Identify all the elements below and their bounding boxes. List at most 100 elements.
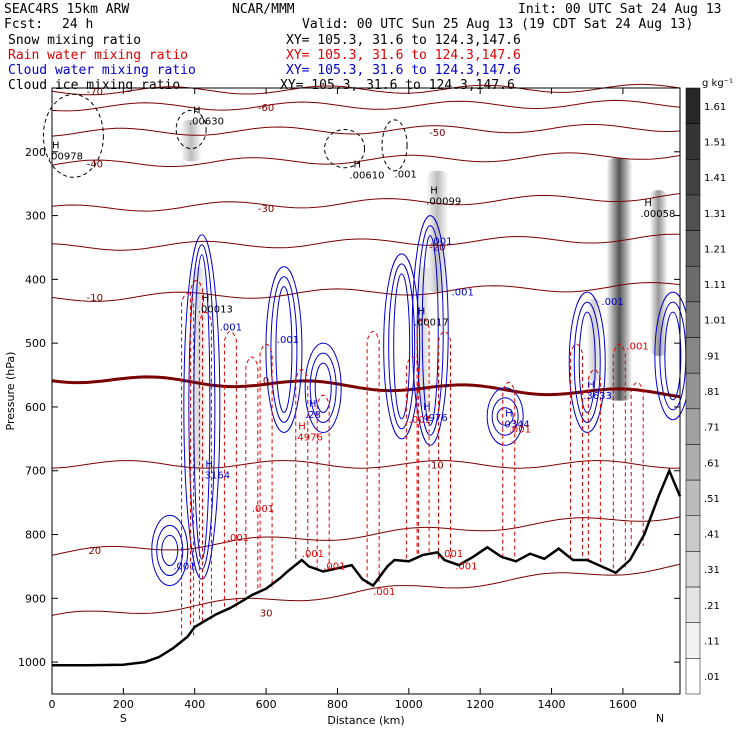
- plot-frame: [51, 87, 681, 695]
- isotherm-line: [51, 516, 681, 556]
- extremum-label: H: [505, 409, 513, 420]
- extremum-label: .001: [430, 236, 452, 247]
- rain-water-contour: [587, 369, 601, 562]
- extremum-label: H: [52, 141, 60, 152]
- colorbar-bin: [685, 337, 701, 374]
- y-tick-label: 900: [25, 592, 46, 605]
- extremum-value: .00630: [189, 117, 224, 128]
- isotherm-line: [51, 460, 681, 469]
- rain-water-contour: [316, 394, 330, 571]
- colorbar-bin: [685, 622, 701, 659]
- extremum-label: .001: [252, 504, 274, 515]
- terrain-line: [52, 467, 682, 667]
- extremum-label: H: [205, 460, 213, 471]
- x-tick-label: 0: [49, 698, 56, 711]
- cloud-water-contour: [151, 514, 189, 587]
- y-tick-label: 200: [25, 146, 46, 159]
- colorbar-label: 1.21: [704, 244, 726, 255]
- extremum-label: H: [430, 185, 438, 196]
- cloud-water-contour: [309, 352, 337, 423]
- field-name-snow: Snow mixing ratio: [8, 33, 142, 48]
- rain-water-contours: [181, 279, 644, 636]
- field-name-cloudice: Cloud ice mixing ratio: [8, 78, 181, 93]
- cloud-water-contour: [188, 244, 216, 570]
- cloud-water-contour: [659, 301, 687, 411]
- colorbar-bin: [685, 408, 701, 445]
- colorbar-label: 1.61: [704, 102, 726, 113]
- extremum-value: .00017: [414, 317, 449, 328]
- cloud-water-contour: [664, 311, 682, 401]
- extremum-value: .4976: [419, 413, 448, 424]
- extremum-label: H: [354, 160, 362, 171]
- y-tick-label: 700: [25, 465, 46, 478]
- terrain-profile: [52, 467, 682, 667]
- extremum-value: .00978: [48, 152, 83, 163]
- colorbar-bin: [685, 159, 701, 196]
- colorbar-bin: [685, 230, 701, 267]
- colorbar-label: .91: [704, 351, 720, 362]
- extremum-label: .001: [409, 415, 431, 426]
- cloud-ice-contours: [42, 93, 408, 178]
- colorbar-label: .61: [704, 458, 720, 469]
- valid-time: Valid: 00 UTC Sun 25 Aug 13 (19 CDT Sat …: [302, 17, 694, 32]
- cloud-water-contour: [183, 234, 221, 580]
- colorbar-bin: [685, 372, 701, 410]
- isotherm-label: -70: [87, 87, 103, 98]
- isotherm-label: 20: [88, 546, 101, 557]
- cloud-water-contour: [496, 407, 514, 426]
- cloud-water-contour: [421, 235, 439, 426]
- colorbar-bin: [685, 515, 701, 552]
- colorbar-label: 1.01: [704, 316, 726, 327]
- colorbar-label: .71: [704, 423, 720, 434]
- colorbar-bin: [685, 551, 701, 588]
- forecast-label: Fcst:: [4, 17, 44, 32]
- extremum-label: .001: [227, 533, 249, 544]
- cloud-ice-contour: [324, 128, 366, 169]
- init-time: Init: 00 UTC Sat 24 Aug 13: [518, 2, 722, 17]
- cloud-water-contour: [416, 225, 444, 436]
- cloud-water-contour: [573, 301, 601, 423]
- colorbar-label: .21: [704, 601, 720, 612]
- cloud-ice-contour: [175, 109, 207, 150]
- extremum-label: .001: [277, 335, 299, 346]
- extremum-value: .3633: [583, 391, 612, 402]
- model-title: SEAC4RS 15km ARW: [4, 2, 130, 17]
- extremum-value: .00099: [426, 196, 461, 207]
- x-tick-label: 600: [256, 698, 277, 711]
- colorbar-bin: [685, 87, 701, 124]
- rain-water-contour: [223, 330, 237, 607]
- isotherm-line: [51, 375, 681, 399]
- snow-plume: [606, 158, 633, 401]
- extremum-label: .001: [173, 562, 195, 573]
- cloud-water-contour: [411, 215, 449, 446]
- extremum-label: .001: [441, 549, 463, 560]
- rain-water-contour: [502, 381, 516, 558]
- cloud-water-contours: [151, 215, 692, 587]
- extremum-value: .0344: [501, 420, 530, 431]
- y-tick-label: 400: [25, 273, 46, 286]
- cloud-water-contour: [486, 387, 524, 446]
- y-tick-label: 600: [25, 401, 46, 414]
- rain-water-contour: [259, 343, 273, 588]
- isotherm-label: -20: [429, 243, 445, 254]
- snow-plume: [649, 190, 668, 356]
- extremum-label: H: [423, 402, 431, 413]
- cloud-water-contour: [491, 397, 519, 436]
- extremum-label: H: [202, 294, 210, 305]
- isotherm-line: [51, 124, 681, 137]
- extremum-value: .28: [305, 410, 321, 421]
- cloud-water-contour: [265, 266, 303, 433]
- isotherm-line: [51, 233, 680, 251]
- colorbar-label: .41: [704, 530, 720, 541]
- colorbar-label: 1.51: [704, 137, 726, 148]
- colorbar-bin: [685, 301, 701, 338]
- rain-water-contour: [405, 356, 419, 559]
- colorbar-bin: [685, 194, 701, 231]
- colorbar-label: .81: [704, 387, 720, 398]
- y-tick-label: 300: [25, 210, 46, 223]
- y-tick-label: 500: [25, 337, 46, 350]
- extremum-label: .001: [220, 322, 242, 333]
- cloud-water-contour: [388, 263, 416, 430]
- colorbar-bin: [685, 658, 701, 695]
